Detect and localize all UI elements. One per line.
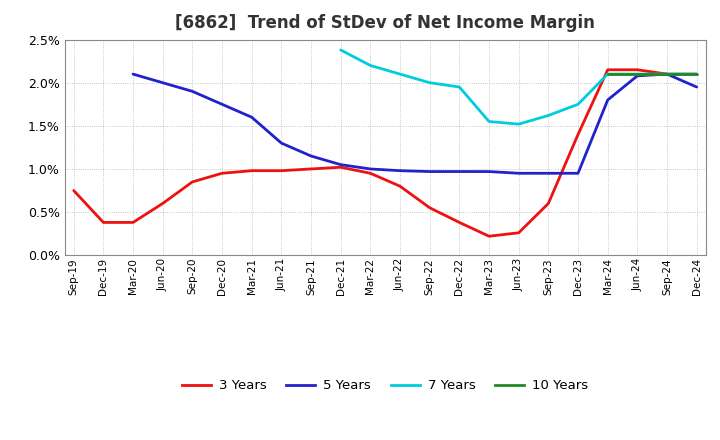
Legend: 3 Years, 5 Years, 7 Years, 10 Years: 3 Years, 5 Years, 7 Years, 10 Years bbox=[176, 374, 594, 397]
Title: [6862]  Trend of StDev of Net Income Margin: [6862] Trend of StDev of Net Income Marg… bbox=[175, 15, 595, 33]
